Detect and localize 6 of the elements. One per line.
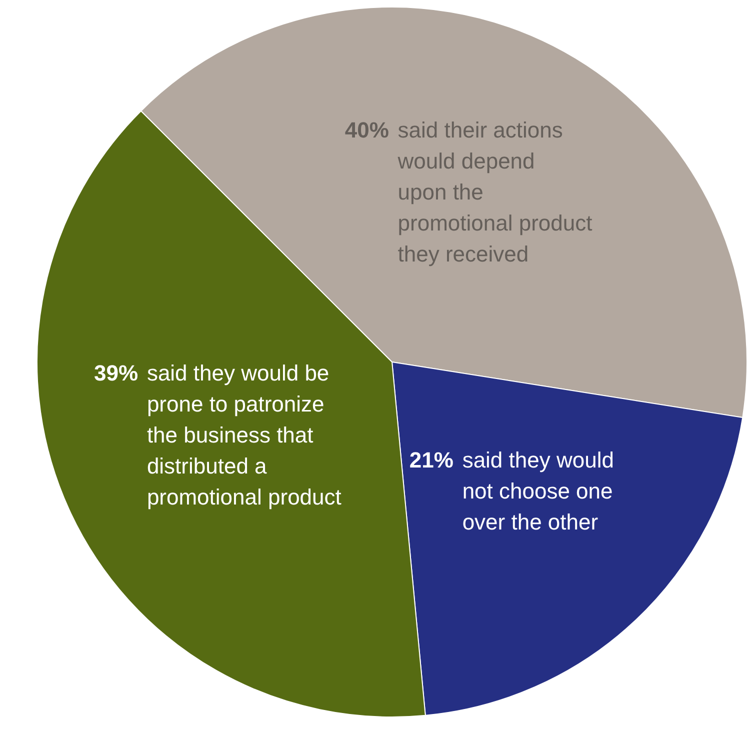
data-label: 21% <box>409 448 454 473</box>
data-label: 40% <box>344 118 389 143</box>
slice-label: said their actions would depend upon the promotional product they received <box>396 118 592 267</box>
data-label: 39% <box>94 360 138 386</box>
slice-label: said they would not choose one over the other <box>462 448 614 535</box>
slice-label: said they would be prone to patronize the business that distributed a promotional product <box>146 360 342 510</box>
